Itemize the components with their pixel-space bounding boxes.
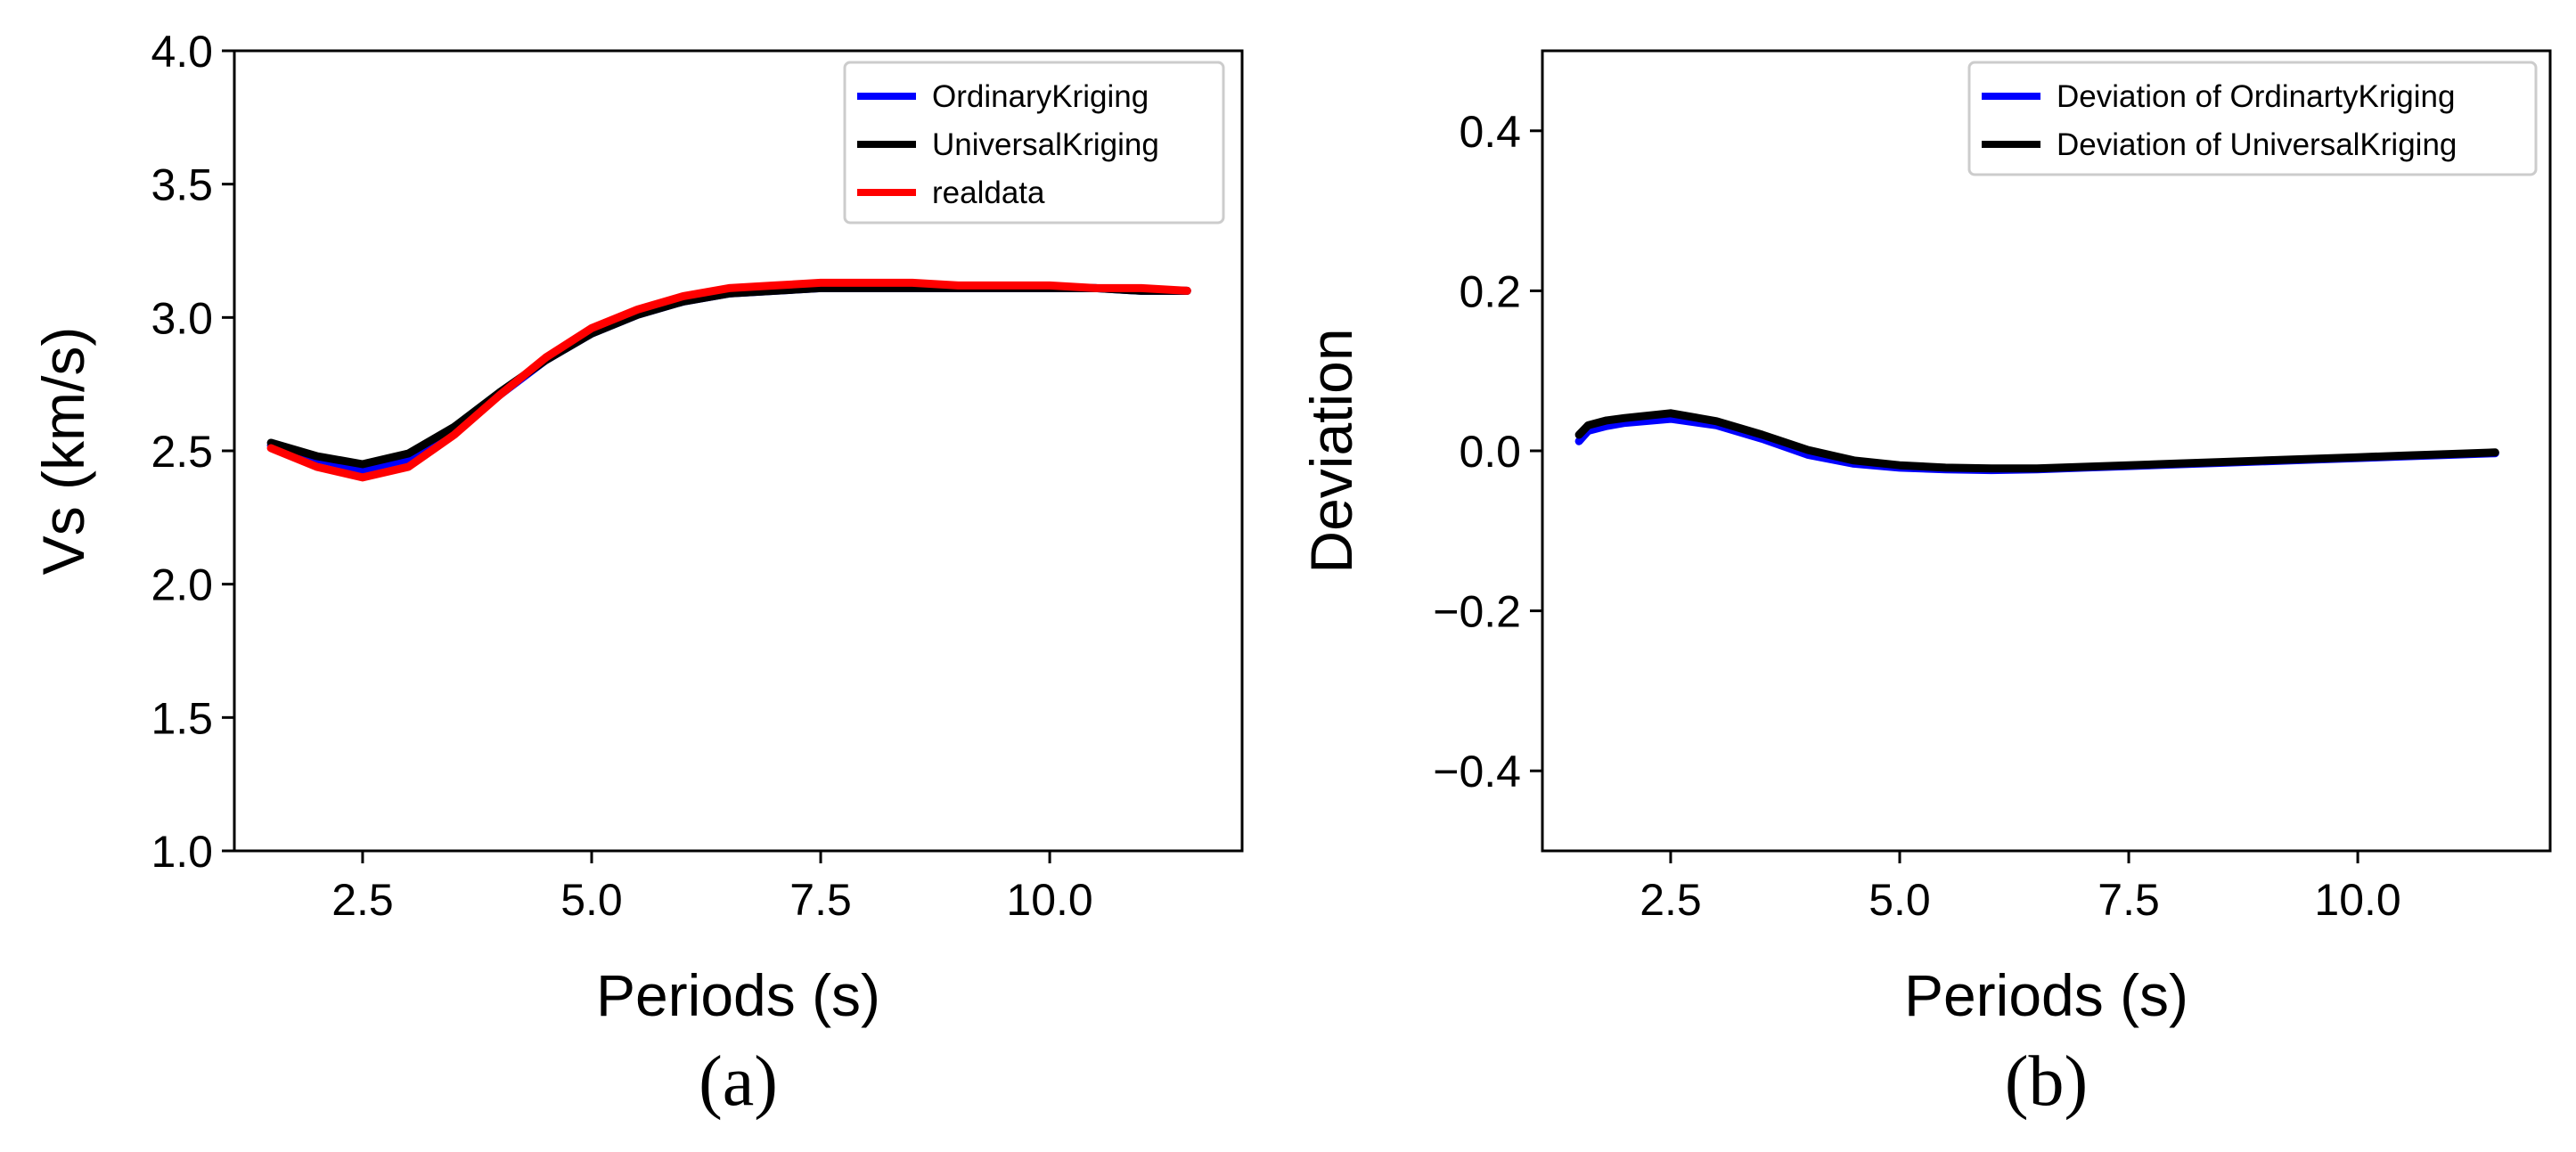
y-tick-label: 3.0	[151, 293, 213, 343]
y-tick-label: 2.5	[151, 427, 213, 477]
legend-label: Deviation of UniversalKriging	[2057, 127, 2457, 162]
legend-box	[1967, 61, 2538, 176]
x-tick-label: 5.0	[560, 875, 623, 925]
series-line-2	[266, 278, 1191, 482]
y-axis-label: Deviation	[1298, 328, 1364, 573]
legend-label: Deviation of OrdinartyKriging	[2057, 79, 2455, 114]
y-tick-label: 0.4	[1459, 107, 1521, 157]
y-tick-label: 3.5	[151, 160, 213, 210]
y-tick-label: 0.0	[1459, 427, 1521, 477]
series-line-0	[266, 283, 1191, 474]
x-tick-label: 2.5	[331, 875, 394, 925]
series-line-1	[1574, 409, 2499, 473]
x-tick-label: 7.5	[2098, 875, 2160, 925]
x-tick-label: 2.5	[1640, 875, 1702, 925]
x-tick-label: 10.0	[2314, 875, 2400, 925]
series-line-1	[266, 283, 1191, 469]
legend-label: OrdinaryKriging	[932, 79, 1149, 114]
panel-caption: (a)	[699, 1042, 778, 1121]
x-tick-label: 5.0	[1869, 875, 1931, 925]
y-tick-label: −0.4	[1433, 747, 1521, 797]
y-axis-label: Vs (km/s)	[30, 327, 96, 576]
panel-caption: (b)	[2005, 1042, 2088, 1121]
panel-a: 2.5 5.0 7.5 10.0 1.0 1.5 2.0 2.5 3.0 3.5 4.0 Period…	[30, 27, 1244, 1121]
y-tick-label: 0.2	[1459, 266, 1521, 316]
panel-b: 2.5 5.0 7.5 10.0 −0.4 −0.2 0.0 0.2 0.4 Periods (s…	[1298, 49, 2552, 1121]
x-tick-label: 10.0	[1006, 875, 1092, 925]
series-line-0	[1574, 414, 2499, 475]
x-axis-label: Periods (s)	[596, 962, 880, 1028]
y-tick-label: 1.0	[151, 827, 213, 877]
y-tick-label: 2.0	[151, 560, 213, 610]
legend-label: UniversalKriging	[932, 127, 1159, 162]
x-axis-label: Periods (s)	[1904, 962, 2188, 1028]
legend-label: realdata	[932, 176, 1045, 210]
x-tick-label: 7.5	[789, 875, 852, 925]
legend-box	[843, 61, 1225, 225]
y-tick-label: −0.2	[1433, 587, 1521, 637]
y-tick-label: 1.5	[151, 693, 213, 743]
y-tick-label: 4.0	[151, 27, 213, 77]
